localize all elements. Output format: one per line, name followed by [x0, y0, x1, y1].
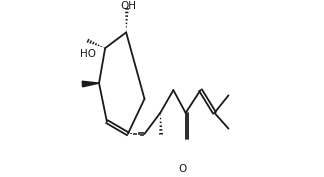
Text: OH: OH [121, 1, 137, 11]
Polygon shape [82, 81, 99, 87]
Text: HO: HO [80, 49, 96, 59]
Text: O: O [179, 164, 187, 175]
